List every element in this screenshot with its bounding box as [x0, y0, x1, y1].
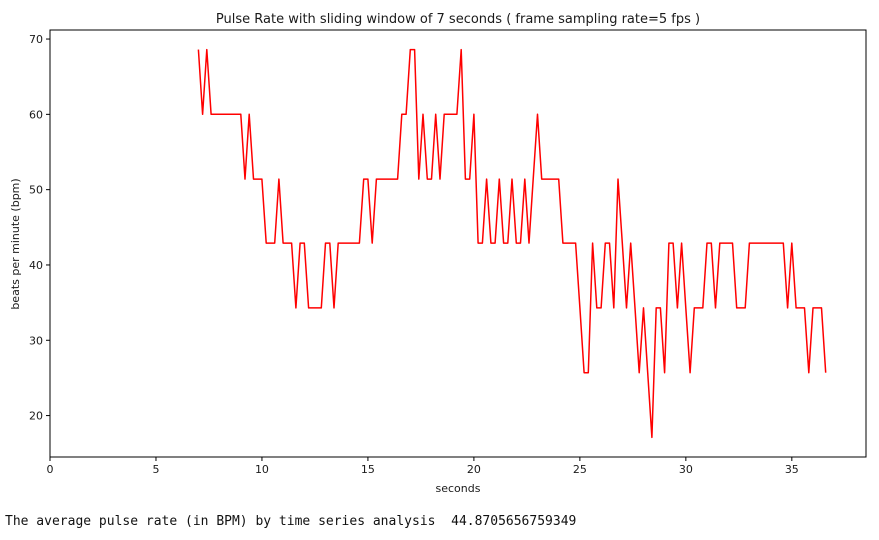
x-axis-label: seconds [436, 482, 481, 495]
y-tick-label: 60 [29, 108, 43, 121]
pulse-rate-line [197, 48, 827, 439]
x-tick-label: 35 [785, 463, 799, 476]
x-tick-label: 25 [573, 463, 587, 476]
average-pulse-output: The average pulse rate (in BPM) by time … [5, 514, 577, 529]
y-axis: 20 30 40 50 60 70 [29, 33, 50, 423]
x-axis: 0 5 10 15 20 25 30 35 [47, 457, 799, 476]
plot-frame [49, 29, 867, 458]
chart-title: Pulse Rate with sliding window of 7 seco… [216, 12, 700, 27]
y-tick-label: 50 [29, 184, 43, 197]
series-layer [197, 48, 827, 439]
y-tick-label: 30 [29, 334, 43, 347]
x-tick-label: 20 [467, 463, 481, 476]
y-axis-label: beats per minute (bpm) [9, 178, 22, 309]
x-tick-label: 30 [679, 463, 693, 476]
x-tick-label: 5 [152, 463, 159, 476]
x-tick-label: 0 [47, 463, 54, 476]
y-tick-label: 20 [29, 410, 43, 423]
y-tick-label: 40 [29, 259, 43, 272]
y-tick-label: 70 [29, 33, 43, 46]
x-tick-label: 10 [255, 463, 269, 476]
x-tick-label: 15 [361, 463, 375, 476]
pulse-rate-chart: Pulse Rate with sliding window of 7 seco… [9, 12, 867, 495]
